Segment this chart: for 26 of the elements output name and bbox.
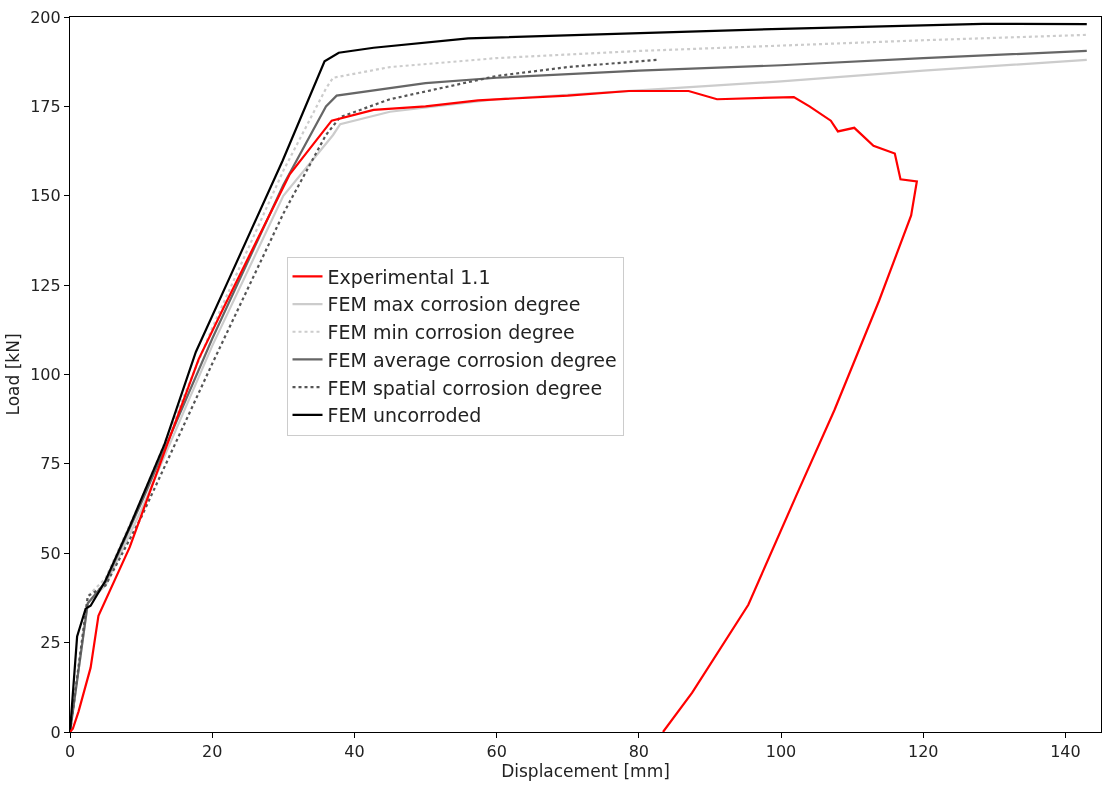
x-tick-label: 20 [202, 742, 223, 762]
y-tick-label: 200 [30, 7, 61, 27]
legend-label: FEM average corrosion degree [327, 348, 617, 371]
y-tick-label: 75 [40, 454, 61, 474]
x-tick-label: 100 [765, 742, 797, 762]
y-tick-label: 125 [30, 275, 61, 295]
x-tick-label: 80 [628, 742, 650, 762]
legend-label: FEM spatial corrosion degree [327, 376, 603, 399]
x-tick-label: 40 [344, 742, 365, 762]
legend-label: FEM max corrosion degree [327, 293, 581, 316]
y-tick-label: 100 [30, 365, 61, 385]
line-series [70, 89, 918, 732]
y-axis-title: Load [kN] [2, 333, 23, 416]
y-tick-label: 175 [30, 96, 61, 116]
x-axis-title: Displacement [mm] [501, 761, 670, 782]
legend-label: FEM min corrosion degree [327, 321, 575, 344]
x-tick-label: 60 [486, 742, 507, 762]
y-tick-label: 0 [50, 722, 61, 742]
y-tick-label: 25 [40, 633, 61, 653]
x-tick-label: 0 [64, 742, 76, 762]
legend-label: Experimental 1.1 [327, 265, 491, 288]
y-tick-label: 150 [30, 186, 61, 206]
y-tick-label: 50 [40, 543, 61, 563]
legend-label: FEM uncorroded [327, 404, 482, 427]
x-tick-label: 140 [1050, 742, 1081, 762]
x-tick-label: 120 [907, 742, 939, 762]
